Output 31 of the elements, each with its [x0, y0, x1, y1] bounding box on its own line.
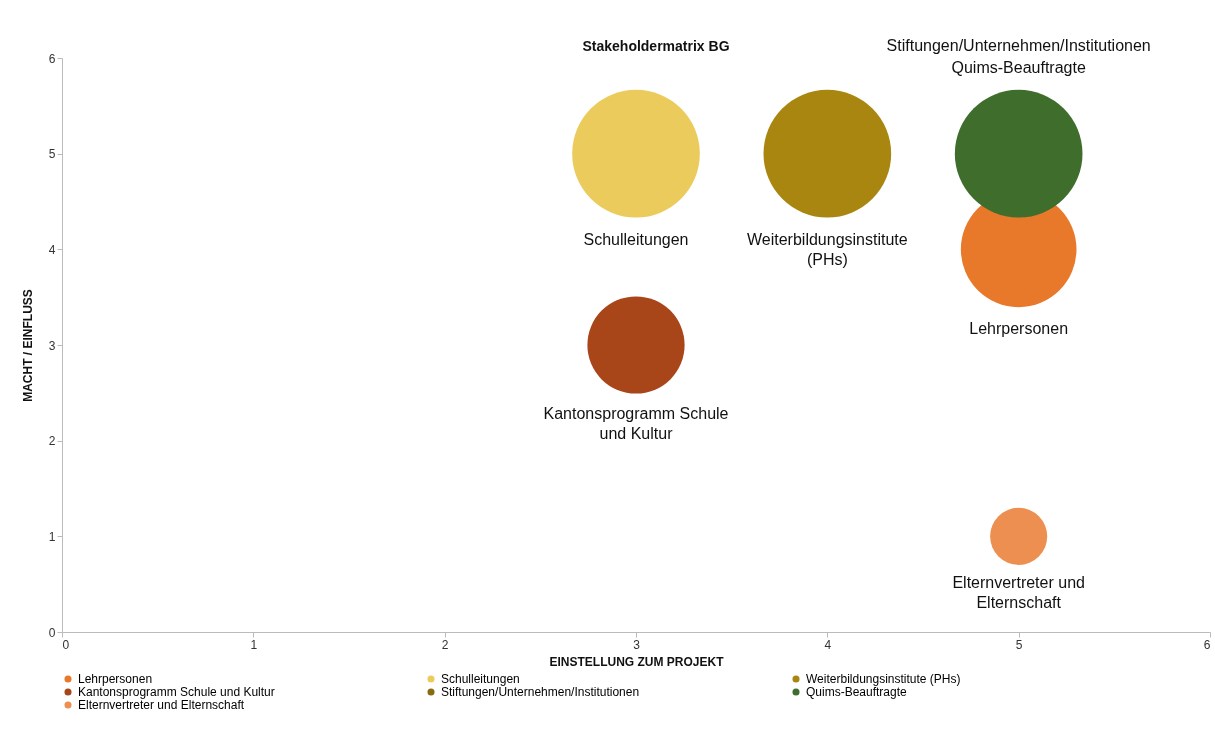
x-tick-label: 2 [441, 637, 449, 652]
y-axis-title: MACHT / EINFLUSS [20, 289, 35, 402]
x-tick-label: 6 [1203, 637, 1211, 652]
legend-label: Schulleitungen [441, 672, 520, 686]
data-label: Weiterbildungsinstitute (PHs) [746, 230, 908, 268]
data-label: Kantonsprogramm Schule und Kultur [543, 404, 729, 442]
x-tick-label: 5 [1015, 637, 1023, 652]
x-axis-title: EINSTELLUNG ZUM PROJEKT [549, 654, 725, 669]
chart-title: Stakeholdermatrix BG [582, 37, 730, 54]
data-label: Elternvertreter und Elternschaft [952, 573, 1085, 611]
x-tick-label: 0 [62, 637, 70, 652]
legend-label: Stiftungen/Unternehmen/Institutionen [441, 685, 640, 699]
data-label: Schulleitungen [583, 230, 689, 248]
y-tick-label: 2 [48, 434, 56, 449]
x-tick-label: 1 [250, 637, 258, 652]
y-tick-label: 1 [48, 529, 56, 544]
legend-label: Elternvertreter und Elternschaft [78, 698, 245, 712]
legend-label: Lehrpersonen [78, 672, 153, 686]
y-tick-label: 0 [48, 625, 56, 640]
y-tick-label: 3 [48, 338, 56, 353]
text: Stiftungen/Unternehmen/Institutionen [886, 36, 1151, 54]
data-label: Lehrpersonen [969, 319, 1069, 337]
data-label: Quims-Beauftragte [951, 58, 1086, 76]
legend-label: Kantonsprogramm Schule und Kultur [78, 685, 275, 699]
y-tick-label: 6 [48, 51, 56, 66]
x-tick-label: 3 [633, 637, 641, 652]
y-tick-label: 5 [48, 147, 56, 162]
legend-label: Weiterbildungsinstitute (PHs) [806, 672, 961, 686]
legend-label: Quims-Beauftragte [806, 685, 908, 699]
y-tick-label: 4 [48, 242, 56, 257]
x-tick-label: 4 [824, 637, 832, 652]
